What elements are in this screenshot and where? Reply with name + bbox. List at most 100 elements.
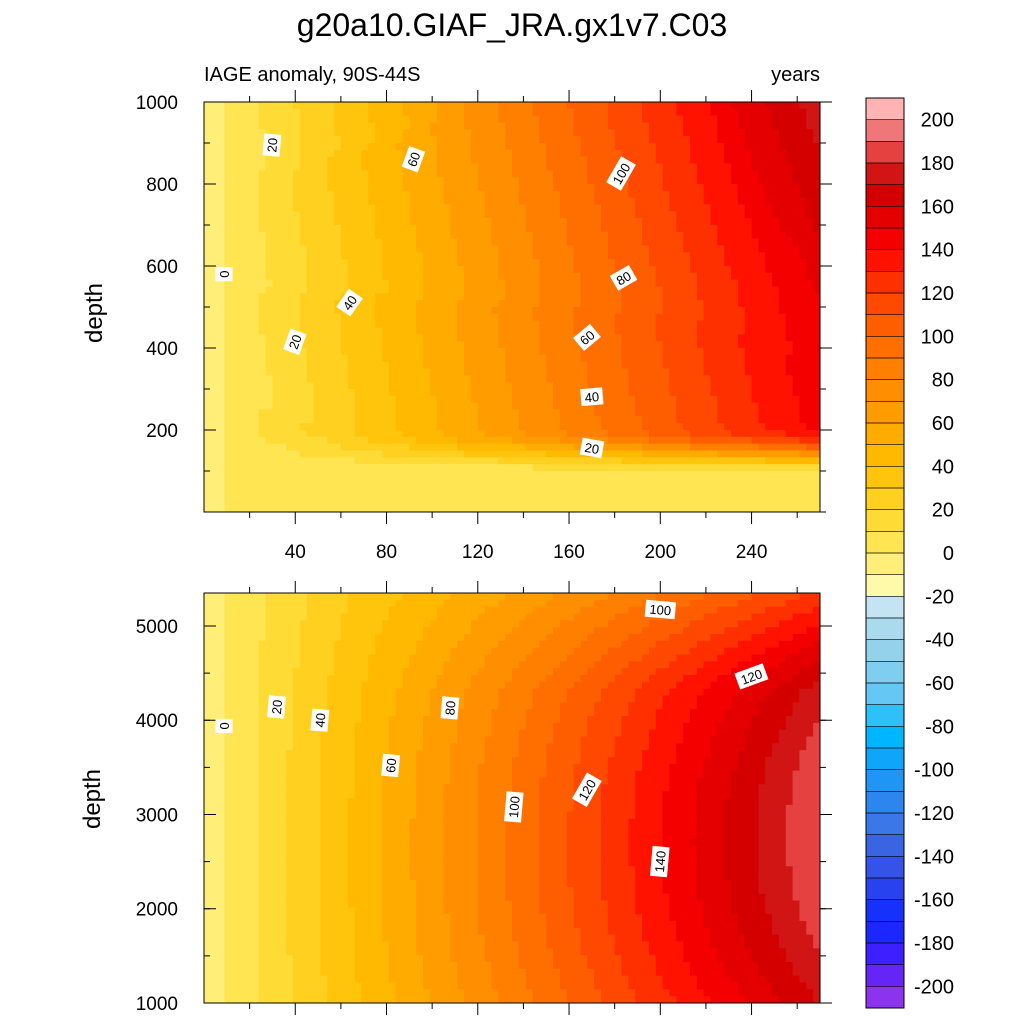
contour-cell	[669, 184, 677, 192]
contour-cell	[792, 225, 801, 233]
contour-cell	[409, 300, 417, 308]
contour-cell	[751, 395, 759, 404]
contour-cell	[512, 115, 520, 124]
contour-cell	[600, 129, 609, 137]
contour-cell	[265, 402, 274, 411]
contour-cell	[785, 245, 794, 253]
contour-cell	[381, 436, 390, 445]
contour-cell	[279, 136, 287, 144]
contour-cell	[628, 307, 636, 315]
contour-cell	[224, 361, 232, 370]
contour-cell	[614, 156, 623, 165]
contour-cell	[429, 436, 438, 445]
contour-cell	[429, 197, 438, 206]
contour-cell	[744, 190, 753, 199]
contour-cell	[477, 471, 486, 479]
contour-cell	[518, 225, 527, 233]
contour-cell	[751, 266, 759, 274]
contour-cell	[813, 464, 820, 472]
contour-cell	[299, 245, 308, 253]
contour-cell	[751, 382, 759, 390]
contour-cell	[662, 443, 671, 452]
contour-cell	[628, 402, 636, 411]
contour-cell	[546, 293, 554, 301]
contour-cell	[635, 197, 643, 206]
contour-cell	[231, 361, 239, 370]
contour-cell	[799, 450, 807, 458]
contour-cell	[703, 245, 712, 253]
contour-cell	[710, 163, 718, 171]
contour-cell	[648, 293, 657, 301]
contour-cell	[436, 430, 445, 438]
contour-cell	[340, 197, 349, 206]
contour-cell	[724, 341, 732, 349]
contour-cell	[717, 238, 725, 247]
contour-cell	[245, 115, 253, 124]
contour-cell	[724, 170, 732, 178]
contour-cell	[224, 184, 232, 192]
contour-cell	[813, 361, 820, 370]
contour-cell	[710, 136, 718, 144]
contour-cell	[464, 457, 472, 465]
contour-cell	[655, 457, 664, 465]
contour-cell	[292, 211, 301, 219]
contour-cell	[683, 238, 691, 247]
contour-cell	[635, 102, 643, 110]
contour-cell	[573, 108, 582, 117]
contour-cell	[614, 361, 623, 370]
contour-cell	[313, 307, 321, 315]
contour-cell	[436, 211, 445, 219]
contour-cell	[737, 211, 746, 219]
contour-cell	[361, 443, 369, 452]
contour-cell	[368, 307, 376, 315]
contour-cell	[662, 177, 671, 185]
contour-cell	[785, 143, 794, 151]
contour-cell	[258, 300, 267, 308]
contour-cell	[251, 272, 260, 281]
contour-cell	[689, 436, 698, 445]
contour-cell	[813, 197, 820, 206]
contour-cell	[731, 457, 739, 465]
contour-cell	[785, 252, 794, 260]
contour-cell	[573, 348, 582, 356]
contour-cell	[279, 143, 287, 151]
contour-cell	[361, 348, 369, 356]
contour-cell	[703, 225, 712, 233]
contour-cell	[477, 259, 486, 267]
contour-cell	[313, 334, 321, 342]
contour-cell	[436, 354, 445, 363]
contour-cell	[717, 354, 725, 363]
contour-cell	[279, 436, 287, 445]
contour-cell	[566, 143, 575, 151]
contour-cell	[313, 129, 321, 137]
contour-cell	[553, 184, 561, 192]
contour-cell	[655, 348, 664, 356]
contour-cell	[368, 368, 376, 376]
contour-cell	[683, 334, 691, 342]
contour-cell	[381, 184, 390, 192]
contour-cell	[450, 272, 458, 281]
contour-cell	[457, 170, 465, 178]
contour-cell	[635, 259, 643, 267]
contour-cell	[231, 197, 239, 206]
contour-cell	[334, 108, 342, 117]
contour-cell	[566, 464, 575, 472]
contour-cell	[491, 464, 499, 472]
contour-cell	[559, 197, 568, 206]
contour-cell	[621, 430, 629, 438]
contour-cell	[758, 416, 766, 424]
contour-cell	[614, 259, 623, 267]
contour-cell	[758, 300, 766, 308]
contour-cell	[518, 177, 527, 185]
contour-cell	[635, 218, 643, 226]
contour-cell	[505, 272, 513, 281]
contour-cell	[553, 102, 561, 110]
contour-cell	[532, 320, 540, 329]
contour-cell	[785, 416, 794, 424]
contour-cell	[813, 279, 820, 288]
contour-cell	[327, 320, 335, 329]
contour-cell	[799, 402, 807, 411]
contour-cell	[587, 457, 595, 465]
contour-cell	[724, 122, 732, 130]
contour-cell	[642, 402, 650, 411]
